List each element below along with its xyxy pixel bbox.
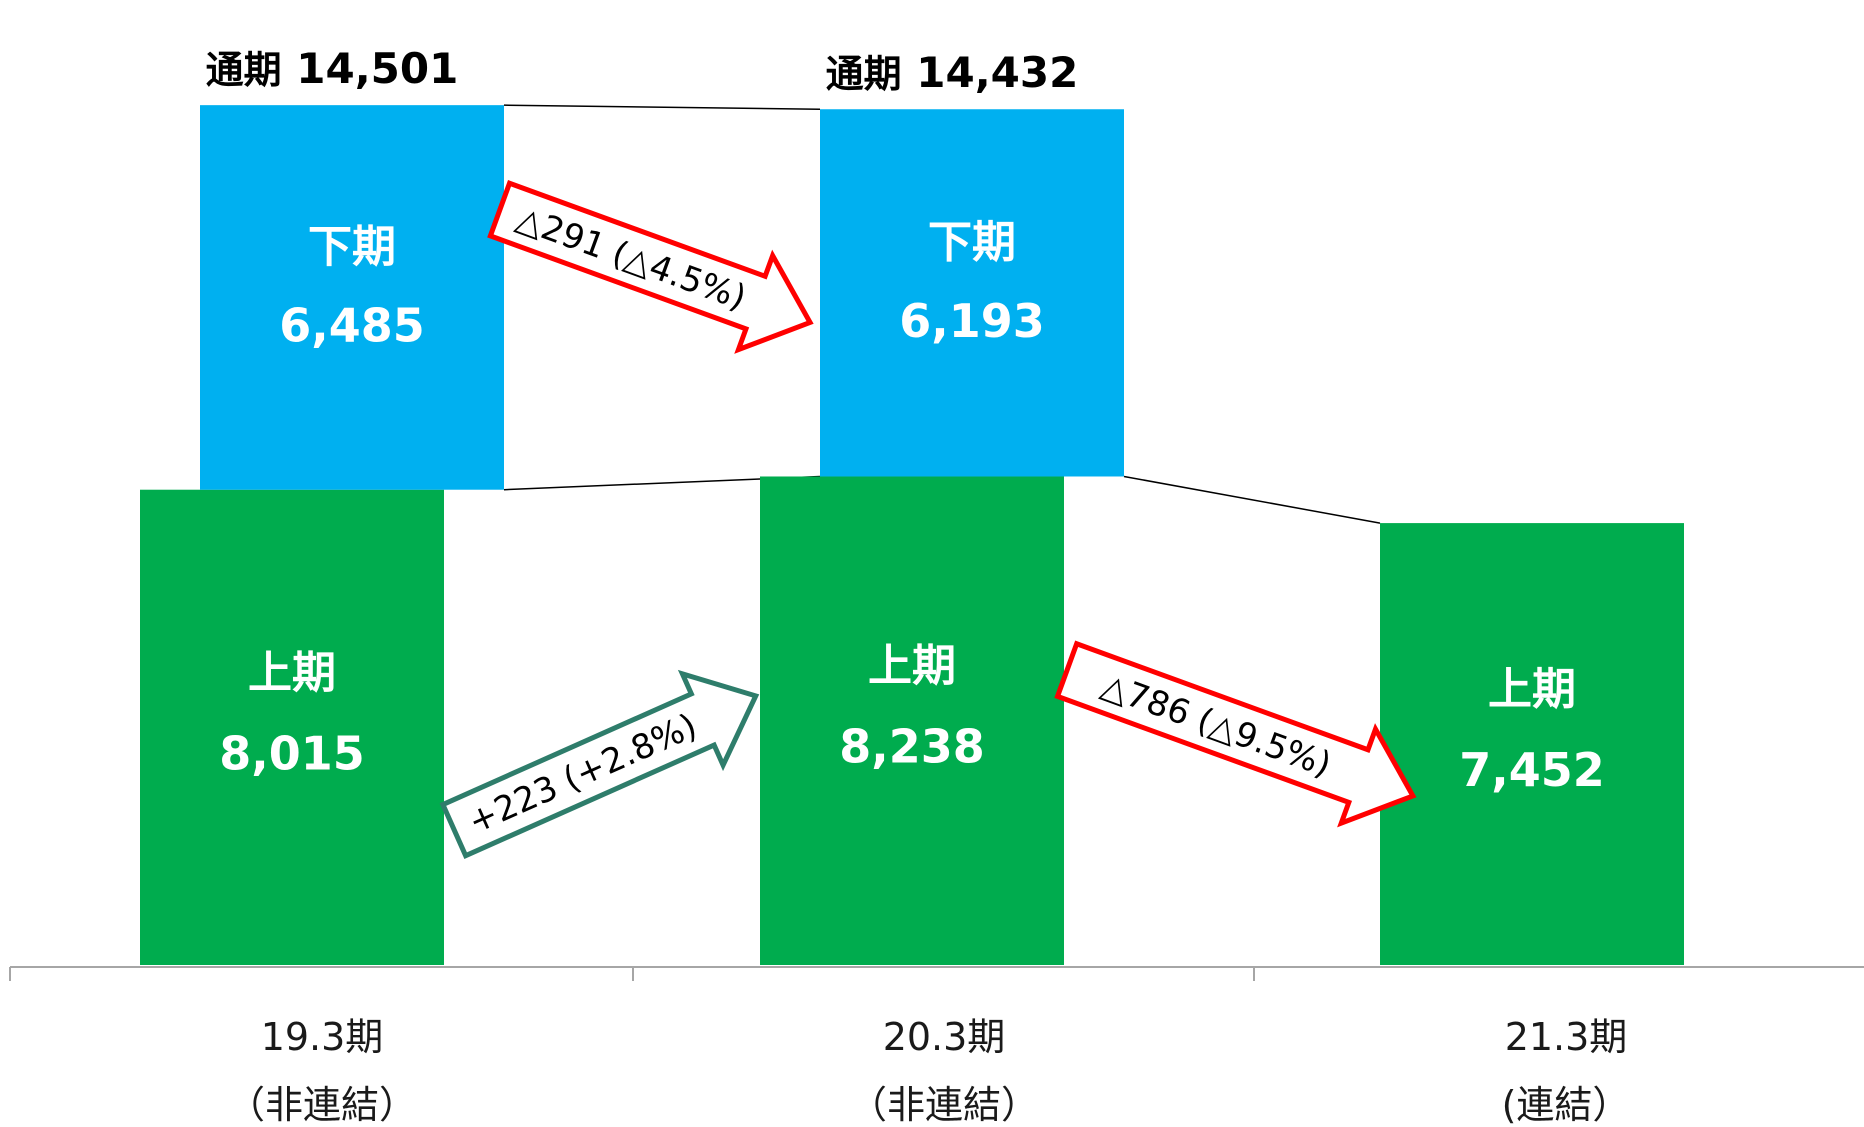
change-arrow-shape-0 xyxy=(487,180,814,354)
total-label-1: 通期 14,432 xyxy=(826,48,1079,97)
first-half-name-label-1: 上期 xyxy=(868,641,956,692)
total-label-value-1: 14,432 xyxy=(902,48,1079,97)
bar-first-half-2 xyxy=(1380,523,1684,965)
x-axis: 19.3期 （非連結） 20.3期 （非連結） 21.3期 (連結） xyxy=(9,966,1864,1127)
bar-second-half-0 xyxy=(200,105,504,490)
total-label-name-1: 通期 xyxy=(826,52,902,96)
first-half-value-label-1: 8,238 xyxy=(839,720,985,774)
bars xyxy=(140,105,1684,965)
first-half-value-label-2: 7,452 xyxy=(1459,743,1605,797)
second-half-value-label-0: 6,485 xyxy=(279,298,425,352)
connector-first-half-1 xyxy=(1123,475,1381,524)
first-half-name-label-2: 上期 xyxy=(1488,664,1576,715)
change-arrow-2: △786 (△9.5%) xyxy=(1054,640,1417,828)
x-tick-sublabel-0: （非連結） xyxy=(227,1083,417,1127)
x-tick-label-2: 21.3期 xyxy=(1505,1015,1628,1059)
second-half-name-label-1: 下期 xyxy=(928,217,1016,268)
total-label-name-0: 通期 xyxy=(206,48,282,92)
change-arrow-shape-2 xyxy=(1054,640,1417,828)
x-tick-label-0: 19.3期 xyxy=(261,1015,384,1059)
x-tick-sublabel-1: （非連結） xyxy=(849,1083,1039,1127)
bar-first-half-1 xyxy=(760,476,1064,965)
bar-labels: 上期 8,015 下期 6,485 通期 14,501 上期 8,238 下期 6,193 通期 … xyxy=(206,44,1605,797)
bar-second-half-1 xyxy=(820,109,1124,477)
connector-second-half-0 xyxy=(503,104,821,110)
second-half-value-label-1: 6,193 xyxy=(899,294,1045,348)
total-label-0: 通期 14,501 xyxy=(206,44,459,93)
x-tick-sublabel-2: (連結） xyxy=(1502,1083,1631,1127)
first-half-name-label-0: 上期 xyxy=(248,647,336,698)
change-arrow-shape-1 xyxy=(439,669,760,859)
bar-first-half-0 xyxy=(140,489,444,965)
change-arrow-1: +223 (+2.8%) xyxy=(439,669,760,859)
first-half-value-label-0: 8,015 xyxy=(219,726,365,780)
change-arrow-0: △291 (△4.5%) xyxy=(487,180,814,354)
second-half-name-label-0: 下期 xyxy=(308,221,396,272)
change-arrow-label-1: +223 (+2.8%) xyxy=(462,706,703,842)
x-tick-label-1: 20.3期 xyxy=(883,1015,1006,1059)
total-label-value-0: 14,501 xyxy=(282,44,459,93)
